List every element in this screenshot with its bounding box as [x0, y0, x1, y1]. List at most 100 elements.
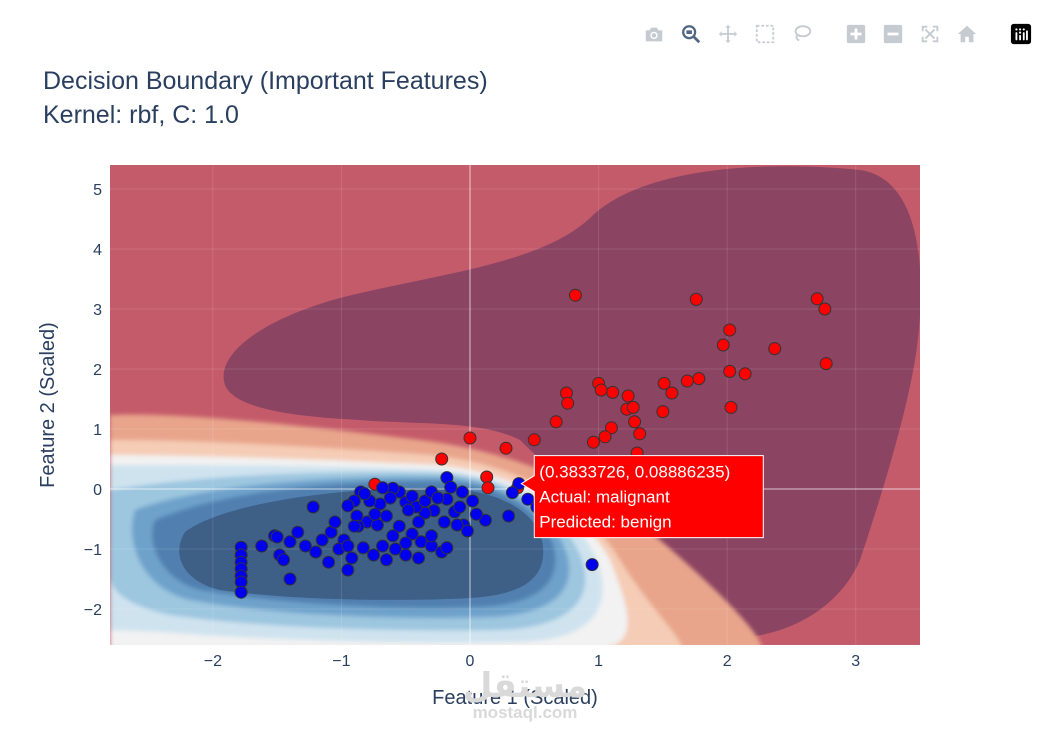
benign-point[interactable]: [405, 527, 419, 541]
malignant-point[interactable]: [810, 292, 824, 306]
malignant-point[interactable]: [499, 441, 513, 455]
benign-point[interactable]: [478, 513, 492, 527]
malignant-point[interactable]: [586, 435, 600, 449]
malignant-point[interactable]: [768, 342, 782, 356]
malignant-point[interactable]: [527, 433, 541, 447]
malignant-point[interactable]: [598, 430, 612, 444]
benign-point[interactable]: [418, 494, 432, 508]
benign-point[interactable]: [356, 541, 370, 555]
benign-point[interactable]: [450, 518, 464, 532]
malignant-point[interactable]: [628, 415, 642, 429]
benign-point[interactable]: [234, 585, 248, 599]
malignant-point[interactable]: [689, 292, 703, 306]
benign-point[interactable]: [437, 515, 451, 529]
benign-point[interactable]: [341, 539, 355, 553]
pan-icon[interactable]: [714, 20, 742, 48]
malignant-point[interactable]: [723, 323, 737, 337]
malignant-point[interactable]: [480, 470, 494, 484]
benign-point[interactable]: [502, 509, 516, 523]
camera-icon[interactable]: [640, 20, 668, 48]
benign-point[interactable]: [431, 491, 445, 505]
malignant-point[interactable]: [481, 481, 495, 495]
benign-point[interactable]: [368, 507, 382, 521]
zoom-in-icon[interactable]: [842, 20, 870, 48]
benign-point[interactable]: [291, 525, 305, 539]
box-select-icon[interactable]: [751, 20, 779, 48]
benign-point[interactable]: [401, 503, 415, 517]
hover-tooltip: (0.3833726, 0.08886235) Actual: malignan…: [520, 455, 764, 539]
benign-point[interactable]: [315, 533, 329, 547]
benign-point[interactable]: [255, 539, 269, 553]
benign-point[interactable]: [309, 545, 323, 559]
malignant-point[interactable]: [568, 288, 582, 302]
benign-point[interactable]: [383, 491, 397, 505]
autoscale-icon[interactable]: [916, 20, 944, 48]
watermark-latin: mostaql.com: [472, 703, 578, 722]
benign-point[interactable]: [440, 541, 454, 555]
benign-point[interactable]: [412, 551, 426, 565]
malignant-point[interactable]: [656, 405, 670, 419]
benign-point[interactable]: [283, 535, 297, 549]
plotly-logo-icon[interactable]: [1007, 20, 1035, 48]
malignant-point[interactable]: [621, 389, 635, 403]
benign-point[interactable]: [379, 553, 393, 567]
malignant-point[interactable]: [716, 338, 730, 352]
benign-point[interactable]: [376, 481, 390, 495]
benign-point[interactable]: [469, 507, 483, 521]
benign-point[interactable]: [405, 489, 419, 503]
benign-point[interactable]: [388, 542, 402, 556]
benign-point[interactable]: [345, 551, 359, 565]
benign-point[interactable]: [376, 539, 390, 553]
benign-point[interactable]: [322, 555, 336, 569]
benign-point[interactable]: [460, 524, 474, 538]
benign-point[interactable]: [399, 548, 413, 562]
malignant-point[interactable]: [692, 372, 706, 386]
malignant-point[interactable]: [549, 415, 563, 429]
benign-point[interactable]: [341, 499, 355, 513]
benign-point[interactable]: [424, 529, 438, 543]
benign-point[interactable]: [283, 572, 297, 586]
malignant-point[interactable]: [818, 302, 832, 316]
benign-point[interactable]: [270, 530, 284, 544]
benign-point[interactable]: [341, 563, 355, 577]
benign-point[interactable]: [505, 486, 519, 500]
benign-point[interactable]: [386, 529, 400, 543]
malignant-point[interactable]: [819, 357, 833, 371]
benign-point[interactable]: [412, 515, 426, 529]
benign-point[interactable]: [347, 519, 361, 533]
malignant-point[interactable]: [724, 400, 738, 414]
benign-point[interactable]: [277, 553, 291, 567]
malignant-point[interactable]: [657, 376, 671, 390]
zoom-icon[interactable]: [677, 20, 705, 48]
malignant-point[interactable]: [604, 421, 618, 435]
zoom-out-icon[interactable]: [879, 20, 907, 48]
benign-point[interactable]: [367, 548, 381, 562]
benign-point[interactable]: [328, 515, 342, 529]
reset-axes-icon[interactable]: [953, 20, 981, 48]
malignant-point[interactable]: [723, 364, 737, 378]
malignant-point[interactable]: [463, 431, 477, 445]
malignant-point[interactable]: [738, 367, 752, 381]
malignant-point[interactable]: [561, 396, 575, 410]
benign-point[interactable]: [358, 487, 372, 501]
benign-point[interactable]: [370, 518, 384, 532]
benign-point[interactable]: [455, 485, 469, 499]
hover-predicted: Predicted: benign: [539, 513, 671, 532]
malignant-point[interactable]: [633, 427, 647, 441]
benign-point[interactable]: [392, 519, 406, 533]
benign-point[interactable]: [444, 480, 458, 494]
benign-point[interactable]: [298, 539, 312, 553]
malignant-point[interactable]: [435, 452, 449, 466]
malignant-point[interactable]: [680, 374, 694, 388]
benign-point[interactable]: [466, 494, 480, 508]
benign-point[interactable]: [379, 509, 393, 523]
benign-point[interactable]: [306, 500, 320, 514]
malignant-point[interactable]: [594, 383, 608, 397]
lasso-icon[interactable]: [788, 20, 816, 48]
malignant-point[interactable]: [606, 385, 620, 399]
malignant-point[interactable]: [626, 400, 640, 414]
benign-point[interactable]: [585, 558, 599, 572]
malignant-point[interactable]: [665, 386, 679, 400]
benign-point[interactable]: [453, 500, 467, 514]
